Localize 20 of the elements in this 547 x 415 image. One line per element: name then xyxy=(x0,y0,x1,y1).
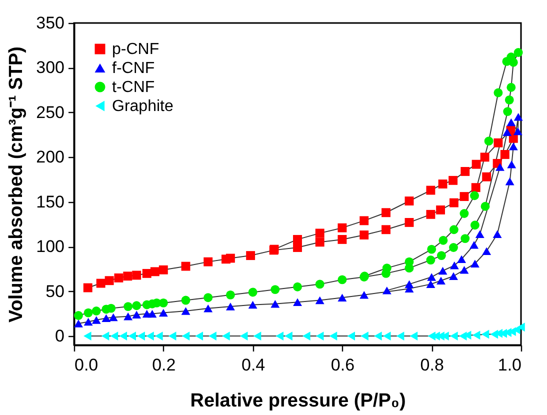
y-tick-label: 200 xyxy=(36,148,64,167)
x-axis-title: Relative pressure (P/P₀) xyxy=(190,390,406,412)
y-tick-label: 0 xyxy=(55,326,64,346)
x-tick-label: 0.0 xyxy=(74,356,98,374)
y-tick-label: 150 xyxy=(36,192,64,212)
y-tick-label: 100 xyxy=(36,237,64,256)
x-tick-label: 0.8 xyxy=(420,356,444,374)
x-tick-label: 0.6 xyxy=(330,356,355,374)
y-tick-label: 50 xyxy=(46,282,64,301)
legend-label: Graphite xyxy=(112,98,174,115)
legend-label: t-CNF xyxy=(112,79,155,96)
y-tick-label: 300 xyxy=(36,58,64,78)
y-tick-label: 250 xyxy=(36,102,64,122)
legend-label: p-CNF xyxy=(112,41,160,58)
x-tick-label: 0.4 xyxy=(241,356,266,374)
legend-label: f-CNF xyxy=(112,60,155,77)
y-tick-label: 350 xyxy=(36,14,64,32)
x-tick-label: 1.0 xyxy=(498,356,522,374)
y-axis-title: Volume absorbed (cm³g⁻¹ STP) xyxy=(6,46,28,322)
x-tick-label: 0.2 xyxy=(152,356,176,374)
